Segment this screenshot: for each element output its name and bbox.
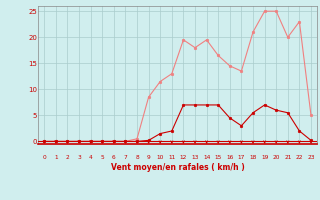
X-axis label: Vent moyen/en rafales ( km/h ): Vent moyen/en rafales ( km/h ) [111, 163, 244, 172]
